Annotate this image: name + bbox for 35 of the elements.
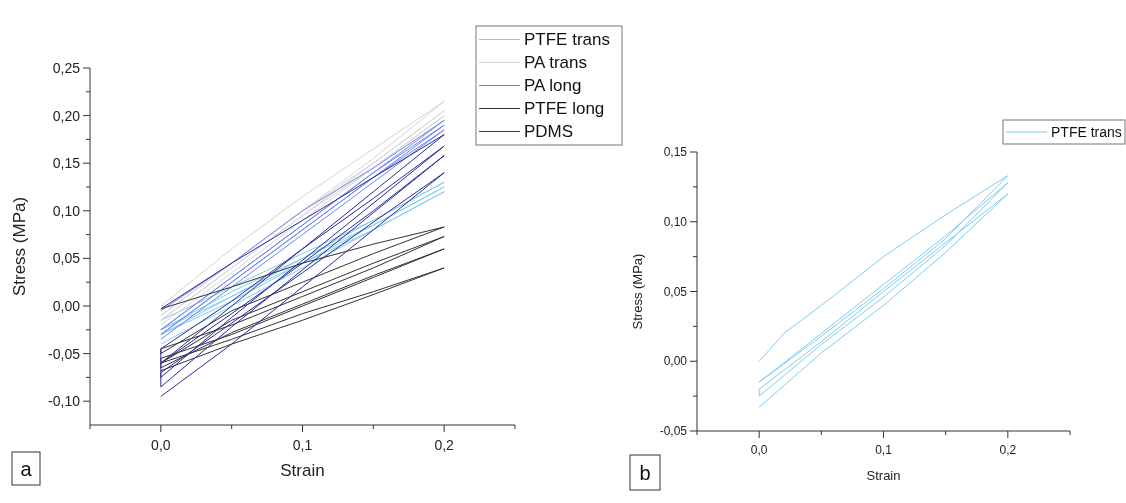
y-tick-label: 0,25 <box>52 59 81 76</box>
x-tick-label: 0,2 <box>999 443 1017 457</box>
x-tick-label: 0,1 <box>875 443 893 457</box>
legend-label: PTFE trans <box>1051 123 1122 140</box>
y-tick-label: 0,20 <box>52 107 81 124</box>
text: b <box>639 461 651 484</box>
y-tick-label: -0,05 <box>48 345 81 362</box>
legend-label: PTFE long <box>524 99 605 119</box>
line-series <box>160 134 445 397</box>
y-tick-label: 0,15 <box>52 155 81 172</box>
legend-label: PTFE trans <box>524 30 610 50</box>
y-tick-label: -0,10 <box>48 393 81 410</box>
legend-label: PA long <box>524 76 582 96</box>
x-tick-label: 0,2 <box>434 437 455 453</box>
legend-label: PA trans <box>524 53 587 73</box>
y-tick-label: 0,15 <box>663 145 688 160</box>
y-tick-label: 0,00 <box>52 297 81 314</box>
y-tick-label: 0,10 <box>663 214 688 229</box>
line-series <box>160 181 445 345</box>
x-axis-title: Strain <box>280 461 325 480</box>
legend-label: PDMS <box>524 122 574 142</box>
line-series <box>758 175 1009 408</box>
text: a <box>20 457 33 480</box>
y-tick-label: 0,00 <box>663 354 688 369</box>
y-axis-title: Stress (MPa) <box>10 196 29 297</box>
line-series <box>160 226 445 372</box>
y-tick-label: 0,10 <box>52 202 81 219</box>
y-tick-label: -0,05 <box>659 424 688 439</box>
x-tick-label: 0,0 <box>151 437 171 453</box>
y-tick-label: 0,05 <box>663 284 688 299</box>
x-tick-label: 0,0 <box>750 443 768 457</box>
y-tick-label: 0,05 <box>52 250 81 267</box>
x-tick-label: 0,1 <box>292 437 313 453</box>
x-axis-title: Strain <box>866 468 901 483</box>
y-axis-title: Stress (MPa) <box>630 253 645 330</box>
